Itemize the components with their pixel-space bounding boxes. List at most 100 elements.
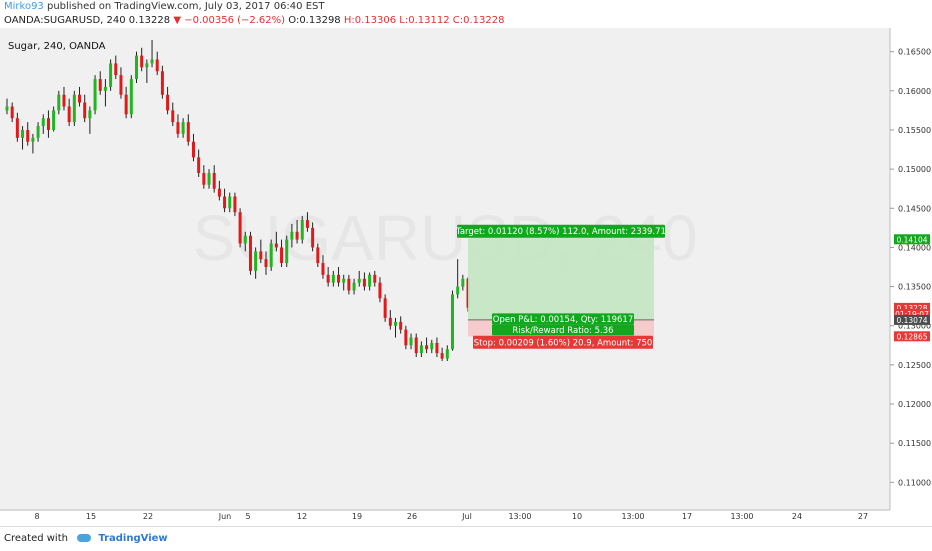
time-axis[interactable]	[0, 510, 890, 522]
time-tick-label-6: 19	[352, 512, 362, 521]
last-price: 0.13228	[128, 15, 171, 26]
time-tick-label-11: 13:00	[621, 512, 644, 521]
time-tick-label-14: 24	[792, 512, 802, 521]
price-tick-label-3: 0.15000	[898, 165, 931, 174]
candle-body-27	[145, 63, 149, 68]
price-tick-label-6: 0.13500	[898, 283, 931, 292]
candle-body-80	[419, 345, 423, 354]
candle-body-16	[88, 110, 92, 119]
high-value: H:0.13306	[343, 15, 397, 26]
tradingview-brand[interactable]: TradingView	[98, 533, 168, 544]
candle-body-77	[404, 329, 408, 346]
chart-area[interactable]: SUGARUSD, 240 Target: 0.01120 (8.57%) 11…	[0, 28, 932, 522]
candle-body-31	[166, 94, 170, 111]
candle-body-73	[383, 298, 387, 318]
candle-body-51	[269, 243, 273, 267]
time-tick-label-1: 15	[86, 512, 96, 521]
candle-body-70	[368, 274, 372, 287]
risk-reward-label-box	[492, 324, 634, 336]
candle-body-59	[311, 227, 315, 248]
price-tick-label-4: 0.14500	[898, 204, 931, 213]
time-tick-label-15: 27	[858, 512, 868, 521]
open-pnl-label: Open P&L: 0.00154, Qty: 119617	[493, 315, 633, 325]
candle-body-33	[176, 122, 180, 134]
time-tick-label-2: 22	[143, 512, 153, 521]
candle-body-81	[425, 345, 429, 350]
symbol-label: Sugar, 240, OANDA	[8, 41, 106, 52]
candle-body-84	[440, 353, 444, 359]
candle-body-61	[321, 263, 325, 275]
candle-body-58	[305, 220, 309, 228]
candle-body-38	[202, 173, 206, 185]
candle-body-10	[57, 94, 61, 111]
stop-label: Stop: 0.00209 (1.60%) 20.9, Amount: 750	[474, 338, 653, 348]
time-tick-label-8: Jul	[461, 512, 472, 521]
price-tick-label-2: 0.15500	[898, 126, 931, 135]
candle-body-14	[78, 94, 82, 103]
candle-body-28	[150, 59, 154, 64]
publish-line: Mirko93 published on TradingView.com, Ju…	[0, 0, 932, 14]
candle-body-7	[41, 118, 45, 127]
price-axis[interactable]	[890, 28, 932, 522]
published-text: published on TradingView.com, July 03, 2…	[46, 1, 325, 12]
candle-body-8	[46, 118, 50, 130]
risk-reward-label: Risk/Reward Ratio: 5.36	[512, 326, 613, 336]
price-tick-label-9: 0.12000	[898, 400, 931, 409]
candle-body-87	[456, 286, 460, 295]
stop-label-box	[473, 335, 653, 349]
plot-background	[0, 28, 890, 510]
candle-body-29	[155, 59, 159, 72]
candle-body-39	[207, 173, 211, 185]
candle-body-64	[337, 274, 341, 283]
time-axis-labels: 8 15 22 Jun 5 12 19 26 Jul 13:00 10 13:00 17 13:00 24 2…	[34, 512, 868, 521]
candle-body-37	[197, 157, 201, 174]
target-zone[interactable]	[468, 232, 654, 320]
candle-body-32	[171, 110, 175, 123]
candle-body-0	[5, 106, 9, 111]
candle-body-12	[67, 106, 71, 123]
candle-body-20	[109, 63, 113, 87]
candle-body-36	[191, 141, 195, 158]
candle-body-83	[435, 342, 439, 354]
symbol-timeframe: OANDA:SUGARUSD, 240	[4, 15, 126, 26]
price-tick-label-0: 0.16500	[898, 48, 931, 57]
price-tag-3	[894, 314, 930, 325]
candle-body-56	[295, 231, 299, 240]
price-chart[interactable]: SUGARUSD, 240 Target: 0.01120 (8.57%) 11…	[0, 28, 932, 522]
price-change: ▼ −0.00356 (−2.62%)	[173, 15, 286, 26]
candle-body-18	[98, 79, 102, 91]
price-tag-4	[894, 331, 930, 342]
candle-body-55	[290, 231, 294, 240]
candle-body-19	[103, 86, 107, 91]
candle-body-1	[10, 106, 14, 119]
candle-body-25	[135, 55, 138, 80]
candle-body-72	[378, 282, 382, 299]
price-tag-label-2: 01:19:07	[895, 310, 929, 319]
candle-body-57	[300, 220, 304, 240]
price-tick-label-7: 0.13000	[898, 322, 931, 331]
candle-body-78	[409, 337, 413, 346]
long-position-tool[interactable]: Target: 0.01120 (8.57%) 112.0, Amount: 2…	[455, 224, 666, 349]
candle-body-44	[233, 196, 237, 213]
open-pnl-label-box	[492, 313, 634, 325]
time-tick-label-10: 10	[572, 512, 582, 521]
candle-body-48	[254, 251, 258, 271]
target-label-box	[457, 224, 665, 238]
candle-body-4	[26, 129, 30, 142]
time-tick-label-5: 12	[297, 512, 307, 521]
time-tick-label-4: 5	[245, 512, 250, 521]
candle-body-54	[285, 239, 289, 264]
price-tag-label-4: 0.12865	[896, 332, 927, 341]
candle-body-88	[461, 278, 465, 287]
candle-body-6	[36, 126, 40, 138]
candles-group	[5, 39, 470, 361]
candle-body-30	[160, 71, 164, 95]
time-tick-label-12: 17	[682, 512, 692, 521]
candle-body-11	[62, 94, 66, 107]
candle-body-42	[223, 196, 227, 209]
price-tag-label-1: 0.13228	[896, 304, 927, 313]
time-tick-label-9: 13:00	[508, 512, 531, 521]
candle-body-49	[259, 251, 263, 260]
author-link[interactable]: Mirko93	[4, 1, 44, 12]
